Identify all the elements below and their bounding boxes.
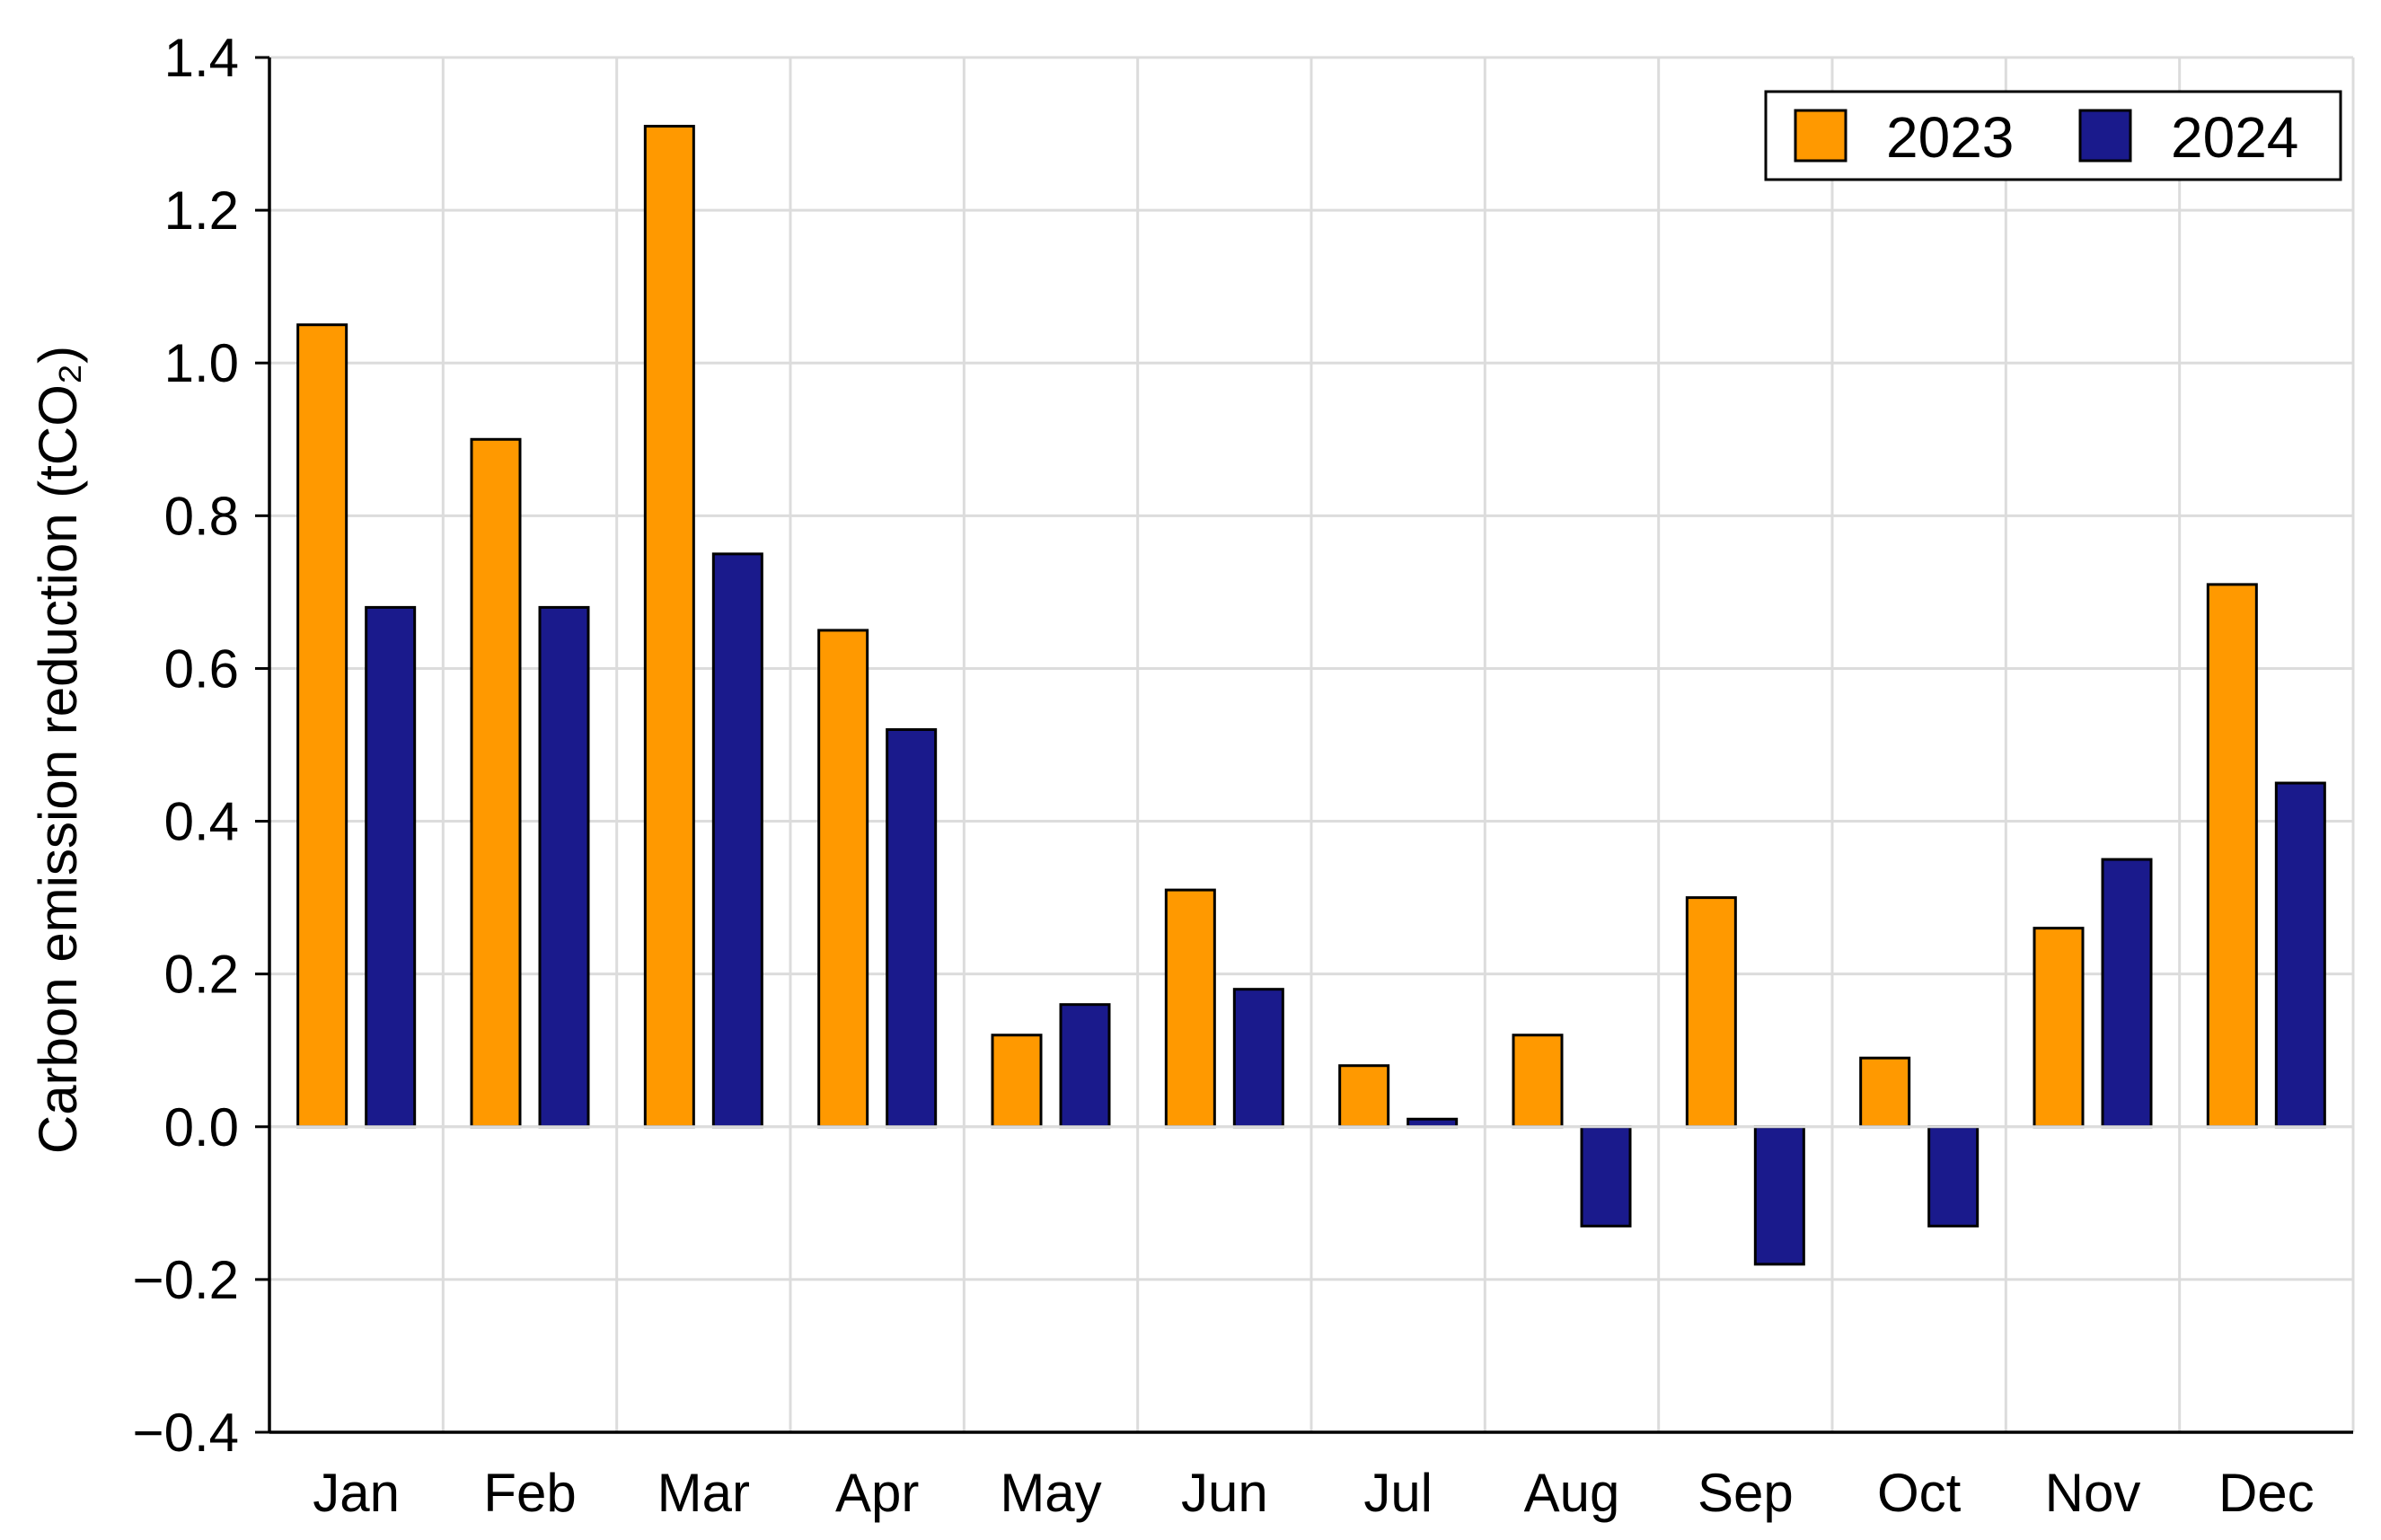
legend-label-2024: 2024 <box>2171 105 2298 170</box>
legend-swatch-2024 <box>2078 109 2132 163</box>
bar-2024-aug <box>1580 1125 1632 1228</box>
x-tick-label: Dec <box>2218 1463 2315 1523</box>
x-ticks: Jan Feb Mar Apr May Jun Jul Aug Sep Oct Nov Dec <box>313 1463 2314 1523</box>
y-tick-label: −0.4 <box>133 1403 239 1463</box>
bar-2023-jan <box>296 323 348 1129</box>
bar-2024-jun <box>1232 988 1284 1129</box>
gridlines <box>269 56 2355 1434</box>
x-tick-label: Apr <box>835 1463 919 1523</box>
x-tick-label: May <box>1000 1463 1101 1523</box>
bar-2023-feb <box>470 437 522 1129</box>
y-tick-label: −0.2 <box>133 1250 239 1310</box>
bar-2023-sep <box>1685 896 1737 1129</box>
x-tick-label: Nov <box>2045 1463 2141 1523</box>
bar-2024-oct <box>1927 1125 1980 1228</box>
y-tick-label: 0.0 <box>164 1097 239 1157</box>
y-tick-label: 0.6 <box>164 638 239 699</box>
bar-2024-mar <box>711 552 763 1129</box>
bar-2024-dec <box>2274 781 2326 1129</box>
bar-2023-jun <box>1164 888 1216 1129</box>
legend-label-2023: 2023 <box>1886 105 2014 170</box>
bar-2024-feb <box>538 605 590 1129</box>
x-tick-label: Jul <box>1363 1463 1433 1523</box>
legend-swatch-2023 <box>1794 109 1847 163</box>
y-tick-label: 0.2 <box>164 945 239 1005</box>
x-tick-label: Sep <box>1698 1463 1794 1523</box>
bar-2024-jan <box>365 605 417 1129</box>
y-axis-label: Carbon emission reduction (tCO₂) <box>28 346 88 1154</box>
y-tick-label: 1.2 <box>164 180 239 241</box>
y-ticks: 1.4 1.2 1.0 0.8 0.6 0.4 0.2 0.0 −0.2 −0.4 <box>133 28 269 1463</box>
x-tick-label: Oct <box>1877 1463 1962 1523</box>
bar-2023-dec <box>2206 583 2258 1129</box>
legend: 2023 2024 <box>1764 90 2342 181</box>
bar-2023-jul <box>1338 1064 1390 1129</box>
x-tick-label: Aug <box>1524 1463 1620 1523</box>
bar-2023-mar <box>643 125 695 1129</box>
bar-2024-sep <box>1753 1125 1805 1266</box>
y-tick-label: 1.0 <box>164 333 239 393</box>
x-tick-label: Mar <box>657 1463 750 1523</box>
bar-2023-aug <box>1512 1034 1564 1129</box>
x-tick-label: Feb <box>483 1463 576 1523</box>
bar-2023-may <box>991 1034 1043 1129</box>
x-tick-label: Jan <box>313 1463 400 1523</box>
bar-2024-may <box>1059 1003 1111 1129</box>
bar-2023-oct <box>1859 1056 1911 1129</box>
bar-2024-nov <box>2101 858 2153 1129</box>
y-tick-label: 0.8 <box>164 486 239 546</box>
axes <box>268 57 2353 1434</box>
bar-2023-nov <box>2033 927 2085 1129</box>
bar-2023-apr <box>817 629 869 1129</box>
y-tick-label: 0.4 <box>164 792 239 852</box>
x-tick-label: Jun <box>1181 1463 1268 1523</box>
bar-2024-apr <box>886 727 938 1129</box>
legend-box <box>1764 90 2342 181</box>
y-tick-label: 1.4 <box>164 28 239 88</box>
